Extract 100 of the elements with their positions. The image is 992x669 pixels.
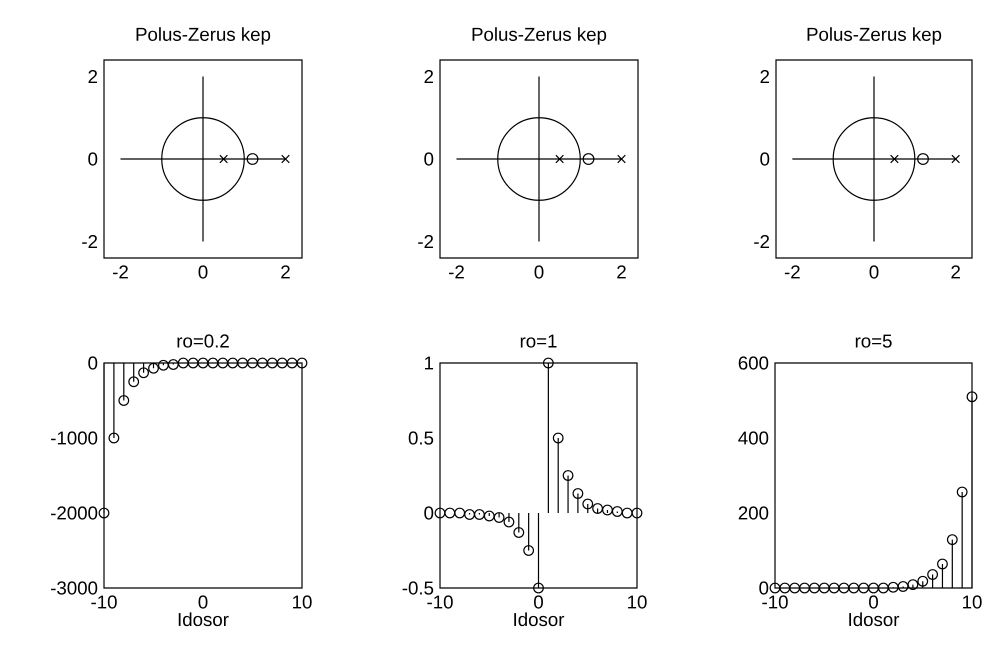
x-tick-label: -10	[427, 595, 453, 609]
point	[838, 582, 850, 594]
point	[276, 358, 288, 368]
y-tick-label: -1000	[51, 431, 98, 445]
y-tick-label: 0	[424, 152, 434, 166]
chart-title: ro=5	[856, 334, 892, 348]
point	[937, 558, 948, 570]
y-tick-label: 0	[760, 152, 770, 166]
point	[444, 508, 456, 518]
y-tick-label: 2	[760, 70, 770, 84]
point	[632, 508, 642, 518]
point	[217, 358, 228, 368]
point	[168, 359, 179, 370]
point	[237, 358, 248, 368]
x-tick-label: 10	[628, 595, 647, 609]
x-tick-label: 0	[869, 595, 878, 609]
point	[917, 576, 928, 587]
point	[188, 358, 199, 368]
y-tick-label: 1	[425, 356, 434, 370]
point	[809, 582, 820, 594]
point	[602, 504, 613, 516]
point	[533, 582, 544, 594]
chart-title: Polus-Zerus kep	[136, 27, 270, 45]
x-tick-label: 2	[617, 265, 626, 278]
point	[966, 391, 978, 402]
y-tick-label: 0.5	[408, 431, 434, 445]
y-tick-label: 200	[738, 506, 768, 520]
point	[504, 516, 514, 528]
x-tick-label: -2	[784, 265, 800, 278]
point	[848, 582, 860, 594]
point	[562, 470, 574, 481]
point	[108, 432, 120, 444]
chart-title: Polus-Zerus kep	[472, 27, 606, 45]
point	[779, 582, 790, 594]
point	[208, 358, 218, 368]
point	[898, 581, 908, 592]
point	[494, 512, 505, 523]
y-tick-label: -3000	[51, 581, 98, 595]
point	[868, 582, 879, 594]
x-tick-label: 0	[534, 265, 544, 279]
y-tick-label: -2	[82, 234, 98, 248]
point	[178, 358, 189, 368]
point	[878, 582, 889, 594]
point	[454, 508, 466, 518]
point	[770, 582, 780, 594]
x-tick-label: 0	[534, 595, 543, 609]
point	[888, 582, 899, 593]
point	[286, 358, 298, 368]
x-tick-label: -2	[449, 265, 464, 278]
point	[828, 582, 840, 594]
point	[513, 527, 524, 538]
point	[98, 508, 110, 518]
x-axis-title: Idosor	[178, 612, 229, 626]
x-tick-label: -10	[91, 595, 117, 609]
y-tick-label: -2	[754, 234, 770, 248]
point	[622, 508, 633, 518]
point	[227, 358, 238, 368]
point	[128, 376, 140, 388]
x-tick-label: -10	[762, 595, 788, 609]
y-tick-label: 0	[424, 506, 434, 520]
y-tick-label: 400	[738, 431, 768, 445]
chart-title: ro=0.2	[178, 334, 229, 348]
y-tick-label: 0	[88, 356, 98, 370]
y-tick-label: -2000	[51, 506, 98, 520]
y-tick-label: 2	[424, 70, 434, 84]
chart-title: ro=1	[520, 334, 557, 348]
point	[247, 358, 258, 368]
point	[257, 358, 268, 368]
y-tick-label: 2	[88, 70, 98, 84]
point	[464, 509, 475, 520]
point	[908, 579, 918, 590]
x-axis-title: Idosor	[514, 612, 564, 626]
point	[474, 509, 485, 520]
point	[158, 360, 169, 371]
x-tick-label: 0	[198, 595, 208, 609]
point	[523, 545, 534, 556]
y-tick-label: 600	[738, 356, 768, 370]
point	[434, 508, 446, 518]
point	[484, 510, 495, 522]
y-tick-label: 0	[88, 152, 98, 166]
point	[138, 367, 149, 378]
x-tick-label: 2	[281, 265, 290, 278]
point	[572, 488, 584, 499]
point	[148, 362, 159, 374]
point	[266, 358, 278, 368]
point	[789, 582, 800, 594]
point	[946, 534, 958, 546]
x-tick-label: 10	[963, 595, 982, 609]
point	[118, 395, 130, 406]
y-tick-label: -0.5	[402, 581, 434, 595]
point	[956, 486, 968, 498]
point	[198, 358, 208, 368]
point	[927, 569, 938, 580]
y-tick-label: 0	[759, 581, 768, 595]
x-tick-label: 2	[951, 265, 960, 278]
point	[592, 503, 603, 514]
point	[612, 506, 623, 517]
point	[818, 582, 830, 594]
x-tick-label: 0	[198, 265, 208, 279]
y-tick-label: -2	[418, 234, 434, 248]
